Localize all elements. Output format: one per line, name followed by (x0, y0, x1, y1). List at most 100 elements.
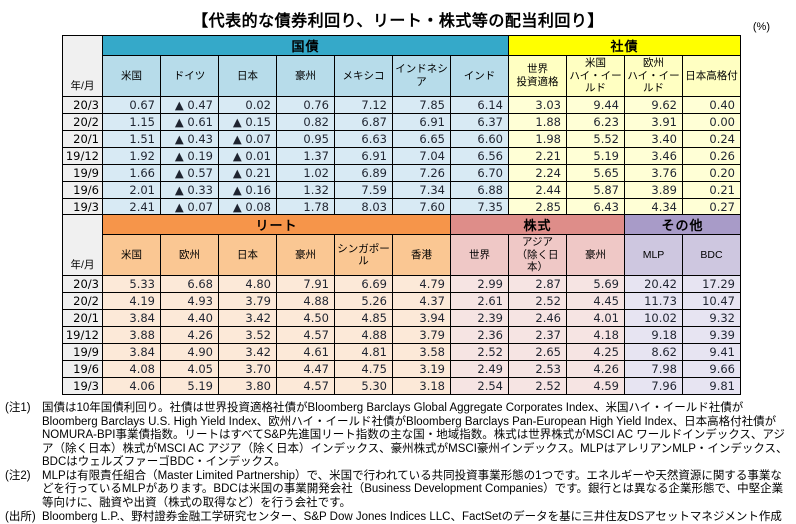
other-value-cell: 9.81 (682, 377, 741, 396)
source-note-marker: (出所) (5, 510, 36, 523)
table-row: 20/2 1.15 ▲ 0.61 ▲ 0.15 0.82 6.87 6.91 6.37 1.88… (62, 112, 741, 131)
govbond-column-header: 日本 (218, 55, 277, 97)
row-label: 20/1 (62, 309, 103, 328)
row-label: 20/3 (62, 95, 103, 114)
corpbond-column-header: 米国 ハイ・イールド (566, 55, 625, 97)
govbond-group-header: 国債 (102, 35, 509, 56)
reit-value-cell: 3.84 (102, 343, 161, 362)
equity-value-cell: 4.01 (566, 309, 625, 328)
other-value-cell: 9.41 (682, 343, 741, 362)
equity-value-cell: 2.52 (450, 343, 509, 362)
footnote-1-text: 国債は10年国債利回り。社債は世界投資適格社債がBloomberg Barcla… (42, 402, 788, 469)
other-value-cell: 9.39 (682, 326, 741, 345)
govbond-column-header: 豪州 (276, 55, 335, 97)
reit-value-cell: 5.26 (334, 292, 393, 311)
govbond-value-cell: 6.65 (392, 129, 451, 148)
govbond-value-cell: ▲ 0.07 (160, 197, 219, 216)
govbond-column-header: インドネシア (392, 55, 451, 97)
row-header-label: 年/月 (62, 214, 103, 277)
corpbond-value-cell: 4.34 (624, 197, 683, 216)
govbond-value-cell: ▲ 0.07 (218, 129, 277, 148)
govbond-value-cell: 0.76 (276, 95, 335, 114)
govbond-value-cell: 6.87 (334, 112, 393, 131)
other-column-header: BDC (682, 234, 741, 277)
govbond-value-cell: ▲ 0.19 (160, 146, 219, 165)
reit-value-cell: 4.81 (334, 343, 393, 362)
govbond-value-cell: ▲ 0.43 (160, 129, 219, 148)
equity-value-cell: 2.61 (450, 292, 509, 311)
reit-value-cell: 4.57 (276, 326, 335, 345)
footnote-1-marker: (注1) (5, 402, 31, 415)
govbond-column-header: 米国 (102, 55, 161, 97)
govbond-value-cell: 6.70 (450, 163, 509, 182)
other-value-cell: 9.66 (682, 360, 741, 379)
govbond-value-cell: 6.91 (334, 146, 393, 165)
corpbond-value-cell: 1.98 (508, 129, 567, 148)
equity-value-cell: 2.53 (508, 360, 567, 379)
corpbond-value-cell: 3.91 (624, 112, 683, 131)
govbond-value-cell: 7.59 (334, 180, 393, 199)
other-value-cell: 7.98 (624, 360, 683, 379)
reit-column-header: 米国 (102, 234, 161, 277)
equity-value-cell: 4.26 (566, 360, 625, 379)
report-page: 【代表的な債券利回り、リート・株式等の配当利回り】 (%) 年/月 国債 社債 米国ド… (5, 13, 788, 523)
govbond-value-cell: 1.02 (276, 163, 335, 182)
corpbond-value-cell: 9.44 (566, 95, 625, 114)
govbond-value-cell: ▲ 0.16 (218, 180, 277, 199)
reit-value-cell: 4.47 (276, 360, 335, 379)
govbond-value-cell: ▲ 0.08 (218, 197, 277, 216)
table-row: 19/9 3.84 4.90 3.42 4.61 4.81 3.58 2.52 2.65 4.25… (62, 343, 741, 362)
equity-group-header: 株式 (450, 214, 625, 236)
reit-value-cell: 3.18 (392, 377, 451, 396)
reit-value-cell: 3.58 (392, 343, 451, 362)
reit-value-cell: 5.33 (102, 275, 161, 294)
reit-value-cell: 3.88 (102, 326, 161, 345)
other-value-cell: 7.96 (624, 377, 683, 396)
table-row: 19/6 4.08 4.05 3.70 4.47 4.75 3.19 2.49 2.53 4.26… (62, 360, 741, 379)
govbond-value-cell: 7.04 (392, 146, 451, 165)
corpbond-value-cell: 6.43 (566, 197, 625, 216)
equity-value-cell: 2.36 (450, 326, 509, 345)
row-label: 19/12 (62, 326, 103, 345)
govbond-value-cell: ▲ 0.01 (218, 146, 277, 165)
table-row: 19/6 2.01 ▲ 0.33 ▲ 0.16 1.32 7.59 7.34 6.88 2.44… (62, 180, 741, 199)
other-column-header: MLP (624, 234, 683, 277)
govbond-value-cell: 8.03 (334, 197, 393, 216)
corpbond-value-cell: 0.27 (682, 197, 741, 216)
reit-value-cell: 4.40 (160, 309, 219, 328)
footnote-2-text: MLPは有限責任組合（Master Limited Partnership）で、… (42, 469, 784, 509)
reit-value-cell: 3.42 (218, 309, 277, 328)
corpbond-value-cell: 3.40 (624, 129, 683, 148)
reit-column-header: 日本 (218, 234, 277, 277)
govbond-value-cell: 6.14 (450, 95, 509, 114)
source-note: (出所) Bloomberg L.P.、野村證券金融工学研究センター、S&P D… (5, 511, 792, 524)
equity-value-cell: 2.37 (508, 326, 567, 345)
footnotes: (注1) 国債は10年国債利回り。社債は世界投資適格社債がBloomberg B… (5, 402, 792, 524)
corpbond-value-cell: 2.21 (508, 146, 567, 165)
row-label: 19/3 (62, 377, 103, 396)
reit-value-cell: 4.08 (102, 360, 161, 379)
govbond-value-cell: ▲ 0.21 (218, 163, 277, 182)
govbond-value-cell: 7.26 (392, 163, 451, 182)
govbond-column-header: インド (450, 55, 509, 97)
corpbond-value-cell: 0.26 (682, 146, 741, 165)
corpbond-column-header: 世界 投資適格 (508, 55, 567, 97)
corpbond-value-cell: 5.87 (566, 180, 625, 199)
row-label: 19/6 (62, 180, 103, 199)
reit-value-cell: 4.37 (392, 292, 451, 311)
table-row: 19/12 3.88 4.26 3.52 4.57 4.88 3.79 2.36 2.37 4.1… (62, 326, 741, 345)
reit-value-cell: 3.52 (218, 326, 277, 345)
row-label: 19/9 (62, 343, 103, 362)
corpbond-value-cell: 9.62 (624, 95, 683, 114)
table-row: 19/3 4.06 5.19 3.80 4.57 5.30 3.18 2.54 2.52 4.59… (62, 377, 741, 396)
other-group-header: その他 (624, 214, 741, 236)
other-value-cell: 10.47 (682, 292, 741, 311)
govbond-value-cell: 7.60 (392, 197, 451, 216)
reit-value-cell: 4.85 (334, 309, 393, 328)
source-note-text: Bloomberg L.P.、野村證券金融工学研究センター、S&P Dow Jo… (42, 510, 782, 523)
reit-value-cell: 3.79 (218, 292, 277, 311)
govbond-column-header: メキシコ (334, 55, 393, 97)
equity-value-cell: 2.54 (450, 377, 509, 396)
corpbond-column-header: 欧州 ハイ・イールド (624, 55, 683, 97)
govbond-value-cell: 0.67 (102, 95, 161, 114)
